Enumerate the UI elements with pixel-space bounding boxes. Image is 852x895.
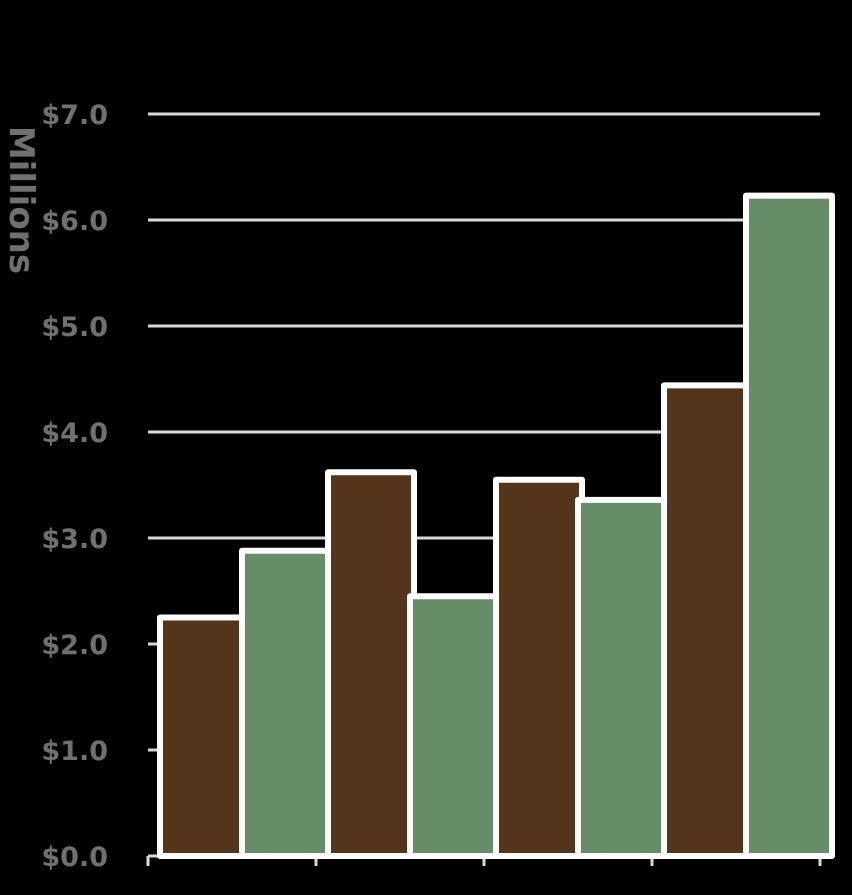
y-tick-label-3: $3.0 [41, 524, 108, 555]
bar-series2-cat4 [743, 192, 835, 859]
bar-series1-cat4 [661, 382, 753, 859]
bar-series2-cat1 [239, 547, 331, 859]
y-tick-label-1: $1.0 [41, 736, 108, 767]
bar-series1-cat2 [325, 469, 417, 859]
bar-series2-cat3 [575, 496, 667, 859]
y-axis-tick-labels: $0.0 $1.0 $2.0 $3.0 $4.0 $5.0 $6.0 $7.0 [41, 100, 108, 873]
bars [157, 192, 835, 859]
bar-series1-cat3 [493, 476, 585, 859]
y-tick-label-5: $5.0 [41, 312, 108, 343]
bar-series1-cat1 [157, 614, 249, 859]
y-tick-label-2: $2.0 [41, 630, 108, 661]
y-axis-title: Millions [1, 126, 41, 274]
y-tick-label-6: $6.0 [41, 206, 108, 237]
y-tick-label-4: $4.0 [41, 418, 108, 449]
y-tick-label-7: $7.0 [41, 100, 108, 131]
bar-series2-cat2 [407, 593, 499, 859]
y-tick-label-0: $0.0 [41, 842, 108, 873]
